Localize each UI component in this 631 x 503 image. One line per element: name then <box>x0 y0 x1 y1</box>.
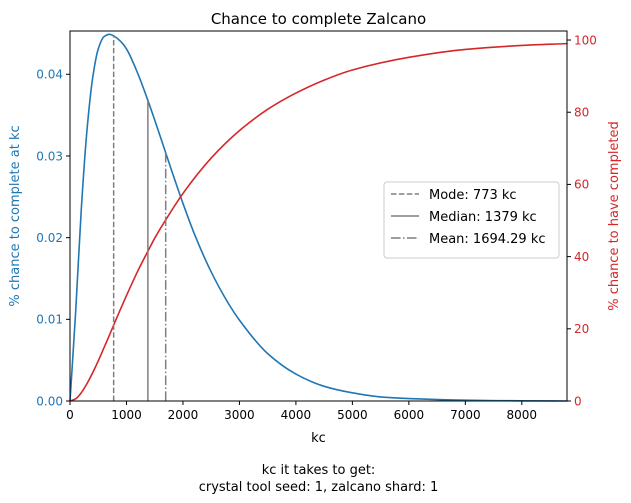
caption-line-2: crystal tool seed: 1, zalcano shard: 1 <box>199 480 439 495</box>
axes-frame <box>69 30 568 402</box>
right-y-tick-label: 0 <box>574 394 582 408</box>
right-y-tick-label: 60 <box>574 178 589 192</box>
left-y-axis-ticks: 0.00 0.01 0.02 0.03 0.04 <box>36 68 70 408</box>
left-y-tick-label: 0.04 <box>36 68 63 82</box>
caption-line-1: kc it takes to get: <box>262 463 376 478</box>
chart-title: Chance to complete Zalcano <box>211 10 426 28</box>
x-axis-ticks: 0 1000 2000 3000 4000 5000 6000 7000 8000 <box>66 401 537 422</box>
x-tick-label: 3000 <box>224 408 255 422</box>
legend-mean-label: Mean: 1694.29 kc <box>429 232 546 247</box>
x-tick-label: 5000 <box>337 408 368 422</box>
x-tick-label: 0 <box>66 408 74 422</box>
x-tick-label: 7000 <box>450 408 481 422</box>
left-y-tick-label: 0.00 <box>36 394 63 408</box>
left-y-tick-label: 0.03 <box>36 149 63 163</box>
x-axis-label: kc <box>311 431 326 446</box>
legend-frame <box>383 181 560 259</box>
plot-content <box>69 33 568 402</box>
legend-median-label: Median: 1379 kc <box>429 210 537 225</box>
left-y-axis-label: % chance to complete at kc <box>8 125 23 306</box>
right-y-tick-label: 80 <box>574 106 589 120</box>
x-tick-label: 8000 <box>507 408 538 422</box>
legend-mode-label: Mode: 773 kc <box>429 188 517 203</box>
right-y-tick-label: 20 <box>574 322 589 336</box>
right-y-axis-ticks: 0 20 40 60 80 100 <box>567 33 597 408</box>
right-y-tick-label: 100 <box>574 33 597 47</box>
right-y-tick-label: 40 <box>574 250 589 264</box>
left-y-tick-label: 0.02 <box>36 231 63 245</box>
x-tick-label: 4000 <box>281 408 312 422</box>
left-y-tick-label: 0.01 <box>36 313 63 327</box>
legend: Mode: 773 kc Median: 1379 kc Mean: 1694.… <box>383 181 560 259</box>
x-tick-label: 1000 <box>111 408 142 422</box>
x-tick-label: 2000 <box>168 408 199 422</box>
right-y-axis-label: % chance to have completed <box>607 121 622 311</box>
x-tick-label: 6000 <box>394 408 425 422</box>
cdf-series-line <box>69 42 568 402</box>
